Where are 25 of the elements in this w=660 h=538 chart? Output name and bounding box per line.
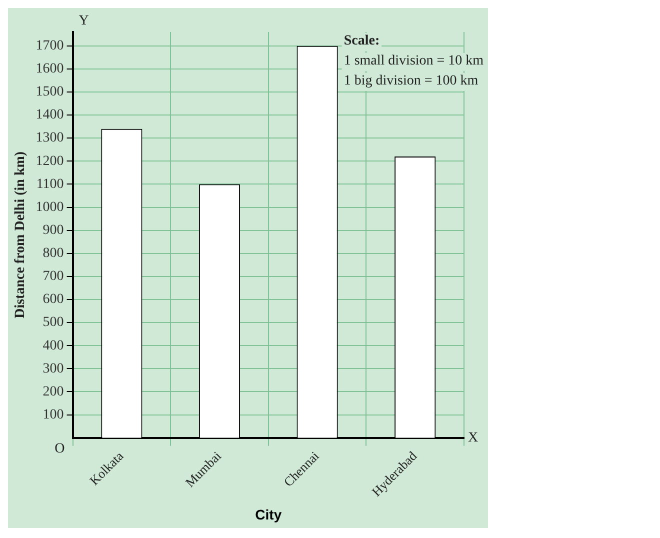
text: O bbox=[54, 442, 65, 457]
y-tick-label: 1100 bbox=[36, 176, 64, 192]
y-tick-label: 1300 bbox=[36, 130, 64, 146]
y-tick-label: 200 bbox=[42, 384, 64, 400]
y-tick-label: 1600 bbox=[36, 62, 64, 77]
annotation: 1 small division = 10 km bbox=[344, 54, 484, 69]
y-tick-label: 1500 bbox=[36, 84, 64, 100]
y-tick-label: 600 bbox=[42, 292, 64, 308]
annotation: 1 big division = 100 km bbox=[344, 74, 478, 89]
y-tick-label: 100 bbox=[42, 407, 64, 422]
y-axis-title: Distance from Delhi (in km) bbox=[13, 151, 28, 318]
annotation: Scale: bbox=[344, 34, 380, 49]
y-tick-label: 300 bbox=[42, 361, 64, 376]
text: Y bbox=[78, 14, 89, 29]
text: X bbox=[468, 430, 478, 446]
y-tick-label: 700 bbox=[42, 269, 64, 284]
y-tick-label: 1700 bbox=[36, 38, 64, 54]
y-tick-label: 400 bbox=[42, 338, 64, 354]
y-tick-label: 500 bbox=[42, 315, 64, 330]
y-tick-label: 1400 bbox=[36, 108, 64, 123]
x-axis-title: City bbox=[255, 506, 282, 522]
y-tick-label: 800 bbox=[42, 246, 64, 262]
y-tick-label: 1000 bbox=[36, 200, 64, 215]
y-tick-label: 1200 bbox=[36, 154, 64, 169]
y-tick-label: 900 bbox=[42, 222, 64, 238]
